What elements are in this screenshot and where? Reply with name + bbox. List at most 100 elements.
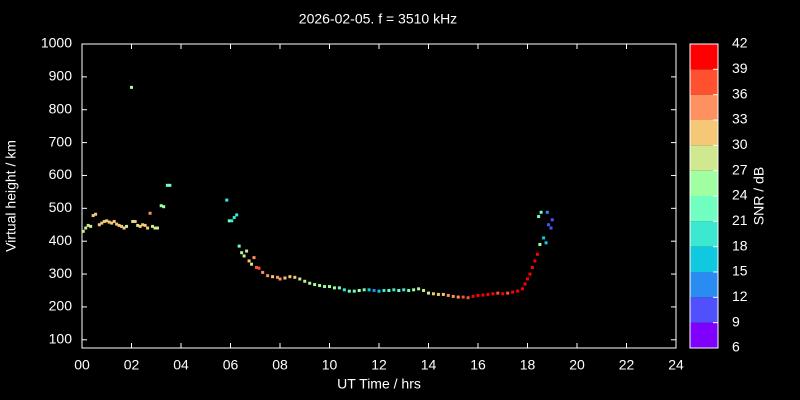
colorbar-segment bbox=[690, 170, 718, 196]
data-point bbox=[81, 229, 85, 233]
data-point bbox=[235, 213, 239, 217]
data-point bbox=[530, 265, 534, 269]
data-point bbox=[230, 219, 234, 223]
colorbar-segment bbox=[690, 145, 718, 171]
data-point bbox=[162, 205, 166, 209]
data-point bbox=[549, 226, 553, 230]
data-point bbox=[247, 259, 251, 263]
data-point bbox=[168, 183, 172, 187]
data-point bbox=[352, 289, 356, 293]
colorbar-tick-label: 12 bbox=[732, 288, 748, 304]
colorbar-tick-label: 9 bbox=[732, 313, 740, 329]
data-point bbox=[232, 216, 236, 220]
data-point bbox=[544, 241, 548, 245]
data-point bbox=[412, 288, 416, 292]
data-point bbox=[539, 210, 543, 214]
data-point bbox=[516, 289, 520, 293]
data-point bbox=[89, 224, 93, 228]
data-point bbox=[225, 198, 229, 202]
y-tick-label: 900 bbox=[49, 68, 73, 84]
data-point bbox=[278, 277, 282, 281]
data-point bbox=[347, 289, 351, 293]
data-point bbox=[542, 236, 546, 240]
colorbar-segment bbox=[690, 322, 718, 348]
colorbar-segment bbox=[690, 246, 718, 272]
data-point bbox=[528, 272, 532, 276]
x-tick-label: 22 bbox=[619, 357, 635, 373]
data-point bbox=[387, 288, 391, 292]
colorbar-segment bbox=[690, 297, 718, 323]
data-point bbox=[308, 281, 312, 285]
data-point bbox=[91, 214, 95, 218]
data-point bbox=[86, 223, 90, 227]
data-point bbox=[481, 293, 485, 297]
x-tick-label: 16 bbox=[470, 357, 486, 373]
colorbar-segment bbox=[690, 69, 718, 95]
y-tick-label: 700 bbox=[49, 133, 73, 149]
data-point bbox=[533, 259, 537, 263]
data-point bbox=[436, 292, 440, 296]
data-point bbox=[318, 284, 322, 288]
data-point bbox=[252, 256, 256, 260]
data-point bbox=[431, 292, 435, 296]
data-point bbox=[112, 219, 116, 223]
data-point bbox=[133, 219, 137, 223]
data-point bbox=[131, 219, 135, 223]
data-point bbox=[125, 224, 129, 228]
colorbar-tick-label: 27 bbox=[732, 161, 748, 177]
data-point bbox=[266, 274, 270, 278]
data-point bbox=[362, 288, 366, 292]
data-point bbox=[97, 223, 101, 227]
data-point bbox=[441, 292, 445, 296]
colorbar-tick-label: 30 bbox=[732, 136, 748, 152]
data-point bbox=[466, 296, 470, 300]
data-point bbox=[110, 221, 114, 225]
data-point bbox=[261, 270, 265, 274]
data-point bbox=[237, 244, 241, 248]
colorbar-tick-label: 42 bbox=[732, 35, 748, 51]
data-point bbox=[242, 254, 246, 258]
data-point bbox=[136, 223, 140, 227]
y-axis-label: Virtual height / km bbox=[3, 140, 19, 252]
data-point bbox=[402, 288, 406, 292]
x-tick-label: 06 bbox=[223, 357, 239, 373]
data-point bbox=[120, 224, 124, 228]
data-point bbox=[332, 286, 336, 290]
data-point bbox=[342, 288, 346, 292]
data-point bbox=[407, 288, 411, 292]
colorbar-segment bbox=[690, 196, 718, 222]
y-tick-label: 300 bbox=[49, 265, 73, 281]
y-tick-label: 100 bbox=[49, 330, 73, 346]
colorbar-segment bbox=[690, 221, 718, 247]
data-point bbox=[372, 288, 376, 292]
colorbar-tick-label: 6 bbox=[732, 339, 740, 355]
colorbar-tick-label: 24 bbox=[732, 187, 748, 203]
data-point bbox=[100, 221, 104, 225]
data-point bbox=[382, 288, 386, 292]
data-point bbox=[143, 223, 147, 227]
data-point bbox=[491, 292, 495, 296]
data-point bbox=[276, 275, 280, 279]
data-point bbox=[153, 226, 157, 230]
data-point bbox=[102, 219, 106, 223]
data-point bbox=[367, 288, 371, 292]
data-point bbox=[545, 210, 549, 214]
data-point bbox=[148, 211, 152, 215]
data-point bbox=[293, 275, 297, 279]
data-point bbox=[94, 212, 98, 216]
data-point bbox=[165, 183, 169, 187]
data-point bbox=[471, 294, 475, 298]
data-point bbox=[151, 224, 155, 228]
data-point bbox=[523, 282, 527, 286]
data-point bbox=[422, 288, 426, 292]
data-point bbox=[240, 251, 244, 255]
data-point bbox=[138, 224, 142, 228]
data-point bbox=[486, 292, 490, 296]
data-point bbox=[446, 293, 450, 297]
data-point bbox=[130, 85, 133, 89]
data-point bbox=[547, 223, 551, 227]
data-point bbox=[538, 242, 542, 246]
x-tick-label: 14 bbox=[421, 357, 437, 373]
data-point bbox=[521, 287, 525, 291]
data-point bbox=[476, 293, 480, 297]
